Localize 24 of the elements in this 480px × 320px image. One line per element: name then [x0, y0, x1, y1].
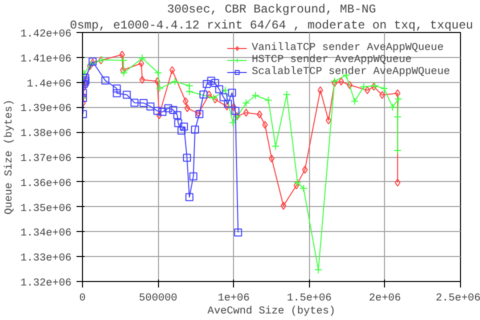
- x-tick-label: 1e+06: [218, 292, 250, 304]
- y-tick-label: 1.41e+06: [20, 53, 72, 66]
- y-tick-label: 1.38e+06: [20, 128, 72, 140]
- x-tick-label: 2e+06: [368, 292, 401, 304]
- y-tick-label: 1.33e+06: [20, 252, 72, 265]
- legend-label: VanillaTCP sender AveAppWQueue: [252, 42, 444, 54]
- chart-subtitle: 0smp, e1000-4.4.12 rxint 64/64 , moderate on txq, txqueu: [70, 18, 474, 32]
- y-tick-label: 1.39e+06: [20, 103, 72, 116]
- y-tick-label: 1.34e+06: [20, 228, 72, 240]
- y-tick-label: 1.36e+06: [20, 178, 72, 190]
- y-tick-label: 1.35e+06: [20, 202, 72, 215]
- y-axis-title: Queue Size (bytes): [3, 99, 16, 215]
- legend-label: ScalableTCP sender AveAppWQueue: [252, 66, 450, 78]
- x-tick-label: 1.5e+06: [286, 292, 332, 304]
- x-tick-label: 500000: [138, 292, 178, 304]
- y-tick-label: 1.42e+06: [20, 28, 72, 40]
- x-axis-title: AveCwnd Size (bytes): [208, 306, 336, 318]
- y-tick-label: 1.32e+06: [20, 278, 72, 290]
- chart-title: 300sec, CBR Background, MB-NG: [167, 2, 376, 16]
- y-tick-label: 1.4e+06: [26, 78, 72, 90]
- x-tick-label: 2.5e+06: [436, 292, 480, 304]
- x-tick-label: 0: [79, 292, 86, 304]
- y-tick-label: 1.37e+06: [20, 153, 72, 165]
- legend-label: HSTCP sender AveAppWQueue: [252, 54, 412, 66]
